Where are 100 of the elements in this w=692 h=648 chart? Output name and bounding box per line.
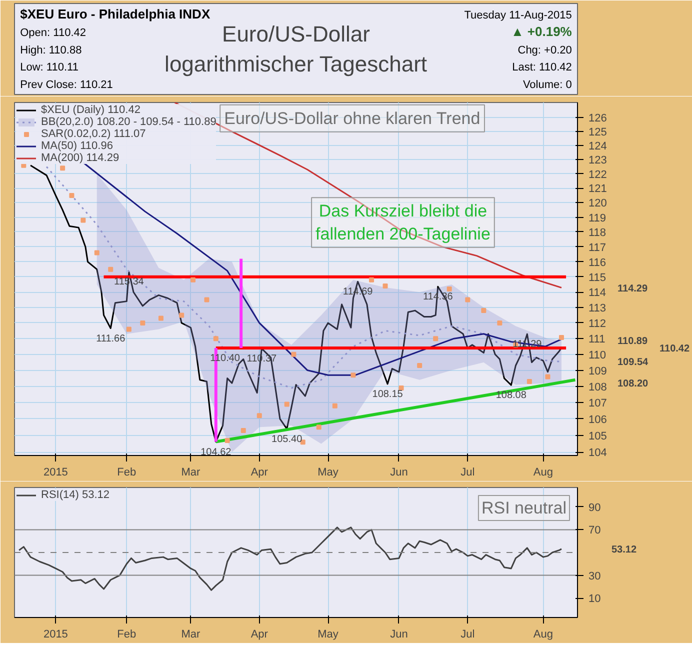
y-tick-label: 70 (588, 524, 601, 537)
y-tick-label: 120 (588, 198, 607, 210)
point (213, 336, 218, 342)
y-tick-label: 111 (588, 334, 606, 346)
text: High: 110.88 (20, 44, 82, 56)
line-series (30, 164, 562, 443)
x-tick-label: Jul (460, 466, 475, 478)
x-tick-label: Jul (460, 628, 475, 640)
point (126, 326, 132, 332)
point (398, 385, 404, 390)
annotation: Das Kursziel bleibt die fallenden 200-Tagelinie (316, 202, 490, 244)
y-tick-label: 105 (588, 430, 607, 442)
annotation: 108.08 (496, 390, 527, 402)
x-tick-label: Jun (390, 466, 408, 478)
point (497, 320, 502, 326)
x-tick-label: Apr (250, 628, 268, 640)
text: 110.42 (660, 343, 690, 354)
point (80, 218, 86, 223)
text: Volume: 0 (522, 78, 572, 91)
text: Tuesday 11-Aug-2015 (464, 10, 572, 22)
annotation: RSI neutral (481, 498, 567, 518)
text: 114.29 (618, 283, 648, 294)
x-tick-label: Aug (533, 466, 553, 478)
y-tick-label: 117 (588, 242, 606, 254)
legend-label: $XEU (Daily) 110.42 (41, 104, 140, 116)
text: 108.20 (618, 378, 649, 390)
point (179, 312, 184, 318)
point (465, 297, 470, 302)
legend-label: BB(20,2.0) 108.20 - 109.54 - 110.89 (41, 116, 216, 128)
point (350, 372, 356, 378)
point (69, 192, 74, 198)
point (332, 403, 338, 408)
text: $XEU Euro - Philadelphia INDX (20, 6, 210, 22)
text: 109.54 (618, 357, 649, 368)
x-tick-label: Jun (390, 628, 408, 640)
point (240, 428, 246, 433)
point (256, 413, 262, 418)
legend-label: MA(50) 110.96 (41, 140, 113, 152)
x-tick-label: Mar (181, 628, 201, 640)
annotation: Euro/US-Dollar ohne klaren Trend (224, 108, 480, 128)
point (316, 424, 322, 430)
y-tick-label: 90 (588, 502, 601, 514)
y-tick-label: 108 (588, 381, 607, 394)
line-series (174, 102, 562, 288)
y-tick-label: 123 (588, 154, 607, 167)
point (190, 277, 196, 282)
annotation: 108.15 (372, 388, 404, 400)
x-tick-label: Apr (250, 466, 268, 478)
x-tick-label: May (318, 466, 339, 478)
line-series (18, 526, 562, 591)
point (417, 363, 422, 368)
point (481, 308, 486, 314)
y-tick-label: 115 (588, 272, 606, 284)
y-tick-label: 10 (588, 593, 601, 606)
annotation: 105.40 (272, 434, 303, 445)
y-tick-label: 124 (588, 140, 607, 153)
point (545, 374, 550, 380)
y-tick-label: 110 (588, 349, 606, 362)
y-tick-label: 122 (588, 168, 607, 181)
y-tick-label: 126 (588, 112, 607, 125)
point (433, 336, 438, 342)
y-tick-label: 109 (588, 365, 607, 378)
text: Chg: +0.20 (518, 44, 572, 56)
x-tick-label: Mar (181, 466, 201, 478)
text: 110.89 (618, 336, 648, 347)
x-tick-label: 2015 (43, 466, 68, 478)
x-tick-label: Feb (117, 628, 136, 640)
point (204, 297, 210, 302)
point (60, 166, 66, 171)
point (291, 352, 296, 357)
point (526, 379, 532, 384)
point (94, 250, 100, 256)
x-tick-label: Aug (533, 628, 553, 640)
y-tick-label: 107 (588, 398, 607, 410)
x-tick-label: Feb (117, 466, 136, 478)
text: Prev Close: 110.21 (20, 78, 113, 91)
text: Open: 110.42 (20, 26, 86, 39)
y-tick-label: 30 (588, 570, 601, 582)
y-tick-label: 104 (588, 447, 607, 460)
point (382, 284, 388, 289)
legend-label: SAR(0.02,0.2) 111.07 (41, 128, 146, 140)
y-tick-label: 113 (588, 302, 606, 314)
point (158, 316, 164, 321)
legend-label: MA(200) 114.29 (41, 152, 120, 164)
y-tick-label: 125 (588, 126, 607, 139)
annotation: 111.29 (512, 339, 542, 350)
point (140, 320, 146, 326)
text: Low: 110.11 (20, 62, 78, 74)
legend-label: RSI(14) 53.12 (41, 489, 110, 501)
point (108, 266, 114, 272)
y-tick-label: 121 (588, 183, 607, 196)
annotation: 104.62 (200, 446, 232, 458)
chart-title: Euro/US-Dollar logarithmischer Tageschart (164, 22, 428, 76)
point (284, 402, 290, 407)
y-tick-label: 114 (588, 287, 606, 300)
text: 53.12 (612, 544, 637, 556)
y-tick-label: 106 (588, 414, 607, 426)
x-tick-label: May (318, 628, 339, 640)
annotation: 111.66 (96, 333, 126, 344)
y-tick-label: 118 (588, 226, 606, 239)
